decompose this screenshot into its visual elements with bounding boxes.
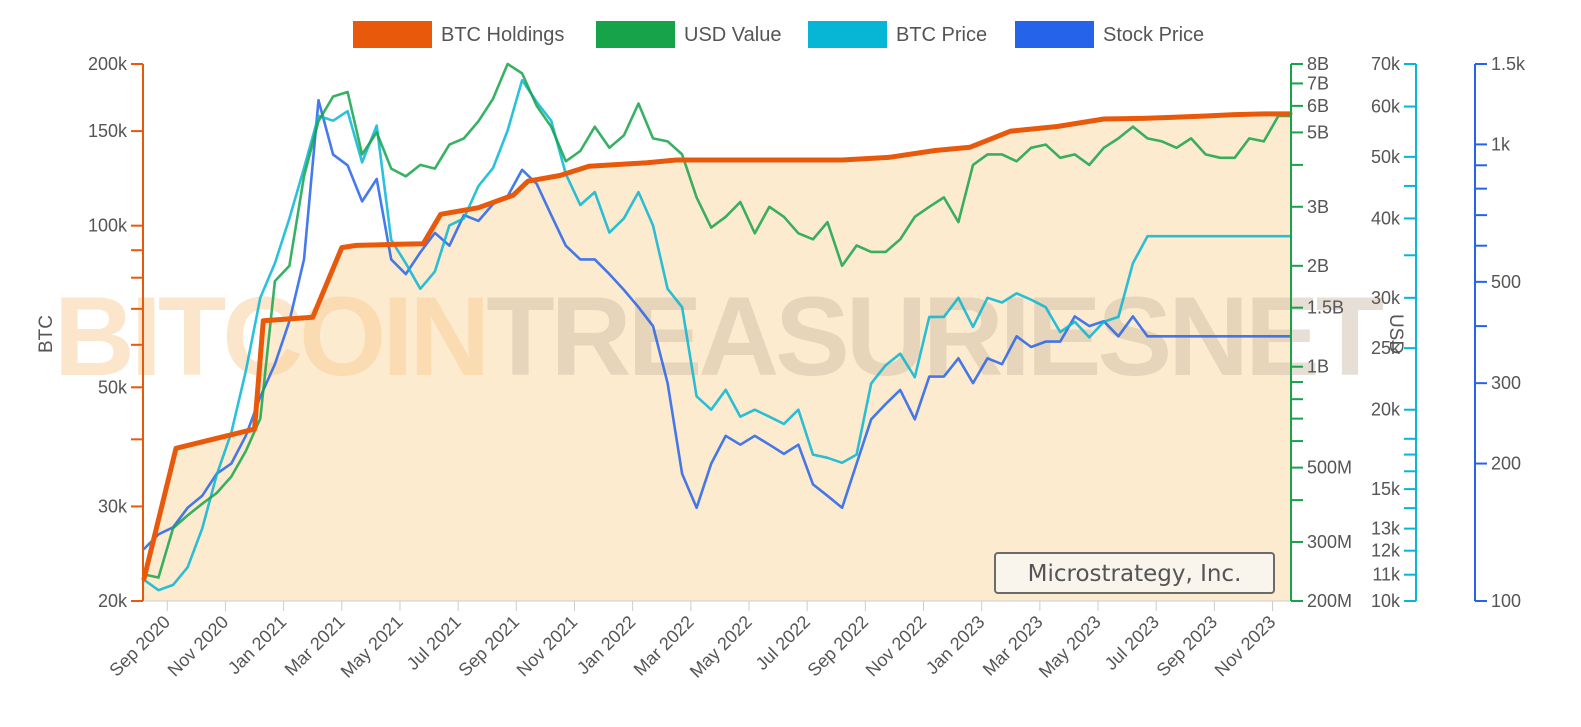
tick-label-usd_value: 5B	[1307, 122, 1329, 142]
tick-label-usd_value: 500M	[1307, 458, 1352, 478]
legend-swatch	[596, 21, 675, 48]
tick-label-btc_price: 50k	[1371, 147, 1401, 167]
watermark: BITCOINTREASURIESNET	[54, 274, 1384, 399]
tick-label-stock_price: 500	[1491, 272, 1521, 292]
legend-label: USD Value	[684, 24, 781, 46]
legend-swatch	[353, 21, 432, 48]
legend-swatch	[808, 21, 887, 48]
x-tick-label: Jan 2022	[573, 612, 640, 679]
x-tick-label: Sep 2022	[804, 612, 873, 681]
legend-label: BTC Holdings	[441, 24, 564, 46]
y-axis-title-usd: USD	[1385, 314, 1406, 354]
tick-label-stock_price: 1k	[1491, 134, 1511, 154]
legend-swatch	[1015, 21, 1094, 48]
x-tick-label: Sep 2020	[105, 612, 174, 681]
watermark-part-1: BITCOIN	[54, 274, 486, 399]
tick-label-usd_value: 3B	[1307, 197, 1329, 217]
y-axis-title-btc: BTC	[36, 315, 57, 353]
tick-label-btc_price: 40k	[1371, 208, 1401, 228]
tick-label-stock_price: 200	[1491, 454, 1521, 474]
tick-label-btc_price: 11k	[1372, 565, 1401, 585]
tick-label-btc: 30k	[98, 496, 128, 516]
tick-label-btc_price: 25k	[1371, 338, 1401, 358]
x-tick-label: May 2023	[1035, 612, 1105, 682]
company-name: Microstrategy, Inc.	[1028, 561, 1242, 587]
company-label: Microstrategy, Inc.	[994, 552, 1275, 594]
tick-label-stock_price: 100	[1491, 591, 1521, 611]
series-line-btc-price	[142, 78, 1292, 592]
tick-label-btc: 20k	[98, 591, 128, 611]
legend-item-btc-holdings[interactable]: BTC Holdings	[353, 21, 564, 48]
tick-label-btc_price: 12k	[1371, 541, 1401, 561]
legend[interactable]: BTC Holdings USD Value BTC Price Stock Pric…	[353, 21, 1204, 48]
x-tick-label: Nov 2022	[862, 612, 931, 681]
tick-label-btc: 200k	[88, 54, 128, 74]
company-label-box	[994, 552, 1275, 594]
tick-label-usd_value: 1.5B	[1307, 298, 1344, 318]
x-tick-label: Jan 2023	[922, 612, 989, 679]
tick-label-usd_value: 300M	[1307, 532, 1352, 552]
x-tick-label: Nov 2023	[1211, 612, 1280, 681]
tick-label-usd_value: 8B	[1307, 54, 1329, 74]
tick-label-btc_price: 10k	[1371, 591, 1401, 611]
x-tick-label: Sep 2023	[1153, 612, 1222, 681]
tick-label-btc_price: 60k	[1371, 97, 1401, 117]
series-line-usd-value	[142, 62, 1292, 579]
legend-item-btc-price[interactable]: BTC Price	[808, 21, 987, 48]
tick-label-btc_price: 15k	[1371, 479, 1401, 499]
tick-label-usd_value: 200M	[1307, 591, 1352, 611]
tick-label-usd_value: 1B	[1307, 357, 1329, 377]
tick-label-usd_value: 6B	[1307, 96, 1329, 116]
tick-label-btc_price: 30k	[1371, 288, 1401, 308]
legend-label: Stock Price	[1103, 24, 1204, 46]
series-line-btc-holdings	[141, 111, 1293, 582]
tick-label-btc: 100k	[88, 216, 128, 236]
legend-item-usd-value[interactable]: USD Value	[596, 21, 781, 48]
x-tick-label: May 2022	[686, 612, 756, 682]
legend-item-stock-price[interactable]: Stock Price	[1015, 21, 1204, 48]
tick-label-stock_price: 300	[1491, 373, 1521, 393]
x-tick-label: Nov 2021	[513, 612, 582, 681]
tick-label-btc: 50k	[98, 377, 128, 397]
tick-label-btc_price: 13k	[1371, 519, 1401, 539]
tick-label-btc_price: 70k	[1371, 54, 1401, 74]
legend-label: BTC Price	[896, 24, 987, 46]
watermark-part-2: TREASURIES	[486, 274, 1168, 399]
tick-label-usd_value: 7B	[1307, 73, 1329, 93]
tick-label-stock_price: 1.5k	[1491, 54, 1526, 74]
x-tick-label: Jan 2021	[224, 612, 291, 679]
series-line-stock-price	[142, 98, 1292, 551]
tick-label-btc: 150k	[88, 121, 128, 141]
tick-label-btc_price: 20k	[1371, 400, 1401, 420]
x-tick-label: Sep 2021	[454, 612, 523, 681]
x-tick-label: Nov 2020	[164, 612, 233, 681]
series-lines	[141, 62, 1293, 592]
tick-label-usd_value: 2B	[1307, 256, 1329, 276]
x-tick-label: May 2021	[337, 612, 407, 682]
